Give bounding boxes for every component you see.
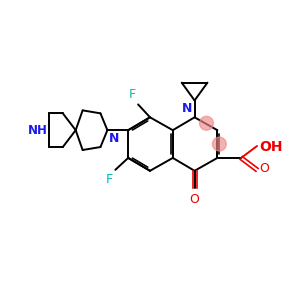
Text: O: O (190, 193, 200, 206)
Text: N: N (108, 132, 119, 145)
Circle shape (212, 137, 226, 151)
Text: F: F (106, 173, 113, 186)
Text: NH: NH (28, 124, 48, 137)
Text: O: O (259, 162, 269, 175)
Text: N: N (182, 102, 193, 115)
Text: OH: OH (259, 140, 283, 154)
Text: F: F (129, 88, 136, 101)
Circle shape (200, 116, 213, 130)
